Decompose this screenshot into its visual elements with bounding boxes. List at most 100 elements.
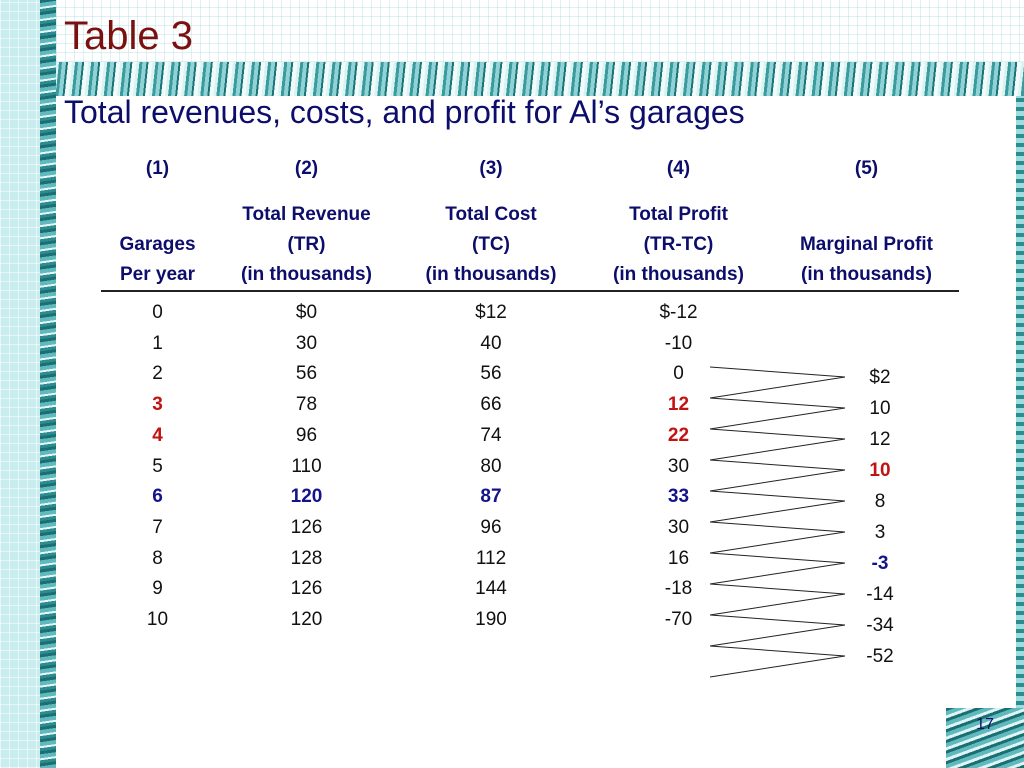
cell-total-profit: -18 [664,578,693,600]
connector-line [709,407,846,430]
column-number-row: (1) (2) (3) (4) (5) [101,152,959,186]
cell-total-revenue: 78 [295,394,318,416]
marginal-profit-value: 10 [869,398,891,419]
cell-total-revenue: 120 [290,609,323,631]
header-total-cost: Total Cost (TC) (in thousands) [399,186,583,292]
slide-title: Table 3 [64,14,193,58]
cell-total-cost: 96 [480,516,502,538]
table-row: 8 128 112 16 [101,544,959,575]
marginal-profit-value: -34 [866,615,894,636]
header-marginal-profit: Marginal Profit (in thousands) [774,186,959,292]
cell-total-cost: 190 [475,609,507,631]
cell-garages: 7 [152,516,163,538]
table-row: 0 $0 $12 $-12 [101,291,959,329]
cell-total-cost: 87 [480,486,502,508]
table-row: 10 120 190 -70 [101,605,959,636]
table-body: 0 $0 $12 $-12 1 30 40 -10 2 56 56 0 3 78 66 12 4 96 74 22 5 1… [101,291,959,636]
cell-garages: 5 [152,455,163,477]
header-total-revenue: Total Revenue (TR) (in thousands) [214,186,399,292]
cell-total-cost: 40 [480,332,502,354]
cell-total-cost: $12 [475,302,507,323]
cell-total-revenue: 110 [291,455,322,477]
connector-line [709,655,846,678]
cell-total-cost: 74 [480,424,502,446]
cell-total-profit: 0 [673,363,684,385]
cell-total-cost: 66 [480,394,502,416]
connector-line [709,459,846,471]
decorative-top-band [56,62,1024,96]
connector-line [709,583,846,595]
connector-line [709,531,846,554]
marginal-profit-value: 8 [874,491,886,512]
page-number: 17 [976,716,994,733]
cell-total-profit: 16 [667,547,690,569]
connector-line [709,552,846,564]
cell-total-profit: $-12 [659,302,698,323]
cell-total-profit: 33 [667,486,690,508]
table-row: 3 78 66 12 [101,390,959,421]
cell-garages: 1 [152,332,163,354]
connector-line [709,500,846,523]
cell-garages: 8 [152,547,163,569]
cell-total-profit: 22 [667,424,690,446]
connector-line [709,593,846,616]
cell-marginal-placeholder [774,291,959,329]
marginal-profit-value: -14 [866,584,894,605]
column-number: (4) [666,158,691,179]
cell-total-profit: -10 [664,332,693,354]
connector-line [709,521,846,533]
decorative-corner [946,708,1024,768]
table-row: 1 30 40 -10 [101,329,959,360]
cell-total-profit: -70 [664,609,693,631]
cell-total-revenue: 128 [290,547,323,569]
marginal-profit-value: 12 [869,429,891,450]
cell-total-revenue: 120 [290,486,323,508]
connector-line [709,366,846,378]
connector-line [709,397,846,409]
column-header-row: Garages Per year Total Revenue (TR) (in … [101,186,959,292]
table-row: 9 126 144 -18 [101,574,959,605]
table-row: 7 126 96 30 [101,513,959,544]
profit-table: (1) (2) (3) (4) (5) Garages Per year Tot… [101,152,959,636]
connector-line [709,376,846,399]
connector-line [709,624,846,647]
marginal-profit-value: $2 [869,367,891,388]
cell-garages: 0 [152,302,163,323]
cell-total-revenue: 30 [295,332,318,354]
table-row: 6 120 87 33 [101,482,959,513]
cell-total-revenue: 96 [295,424,318,446]
table-row: 2 56 56 0 [101,359,959,390]
column-number: (3) [479,158,503,179]
table-row: 4 96 74 22 [101,421,959,452]
cell-total-cost: 112 [475,547,507,569]
cell-garages: 6 [152,486,163,508]
cell-garages: 10 [146,609,169,631]
marginal-profit-value: 10 [869,460,891,481]
cell-total-revenue: 56 [295,363,318,385]
marginal-profit-value: 3 [874,522,886,543]
cell-total-cost: 80 [480,455,502,477]
decorative-left-texture [40,0,56,768]
cell-total-revenue: 126 [290,578,323,600]
column-number: (1) [145,158,170,179]
connector-line [709,562,846,585]
connector-line [709,645,846,657]
cell-total-cost: 144 [475,578,507,600]
cell-total-revenue: $0 [295,302,318,323]
cell-total-revenue: 126 [290,516,323,538]
connector-line [709,469,846,492]
column-number: (5) [854,158,879,179]
decorative-top-grid [56,0,1024,62]
cell-total-profit: 30 [667,516,690,538]
connector-line [709,428,846,440]
column-number: (2) [294,158,319,179]
header-total-profit: Total Profit (TR-TC) (in thousands) [583,186,774,292]
marginal-profit-value: -3 [871,553,889,574]
cell-garages: 2 [152,363,163,385]
cell-total-profit: 30 [667,455,690,477]
decorative-right-strip [1016,96,1024,768]
marginal-connector-lines [709,366,846,678]
connector-line [709,614,846,626]
cell-total-cost: 56 [480,363,502,385]
header-garages: Garages Per year [101,186,214,292]
